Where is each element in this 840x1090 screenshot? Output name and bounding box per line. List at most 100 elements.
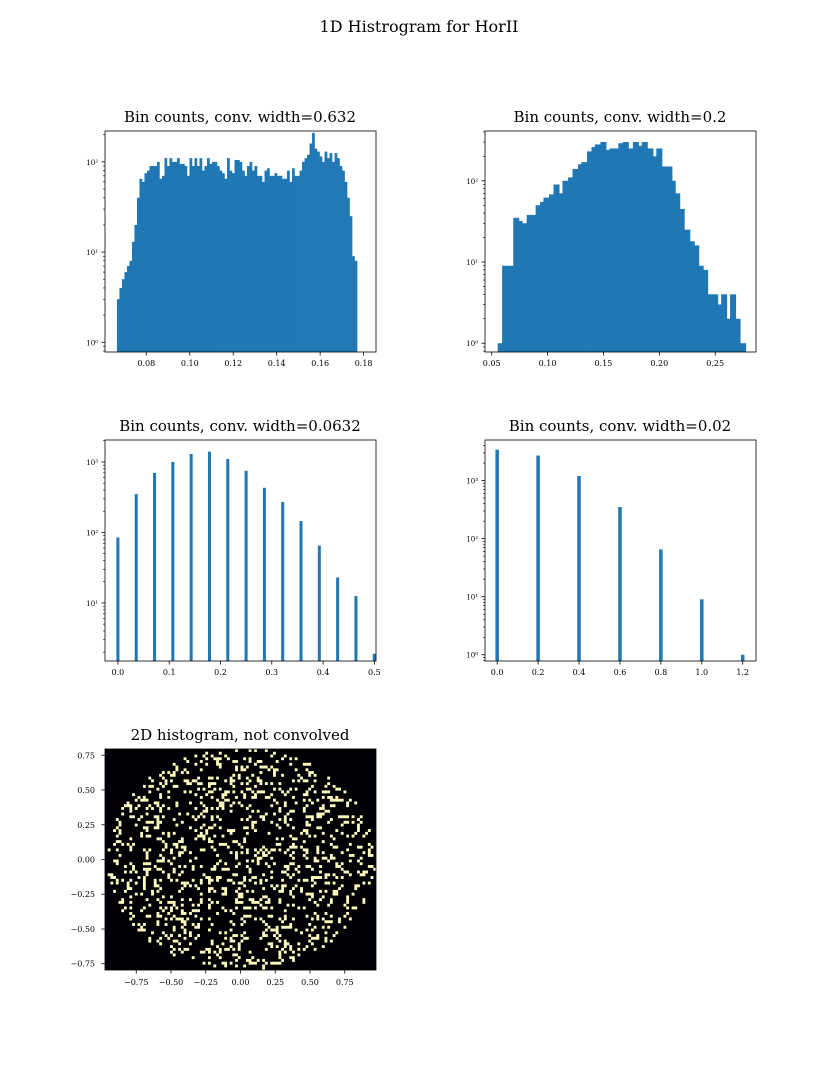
heatmap-cell <box>281 887 285 891</box>
heatmap-cell <box>170 848 173 852</box>
heatmap-cell <box>305 820 309 824</box>
heatmap-cell <box>310 801 314 805</box>
heatmap-cell <box>240 782 244 786</box>
heatmap-cell <box>329 898 333 902</box>
heatmap-cell <box>357 829 360 833</box>
heatmap-cell <box>145 856 149 860</box>
histogram-bar <box>674 193 681 352</box>
histogram-bar <box>700 599 704 661</box>
histogram-bar <box>174 161 178 352</box>
heatmap-cell <box>161 804 165 808</box>
heatmap-cell <box>186 812 190 816</box>
heatmap-cell <box>327 776 331 780</box>
heatmap-cell <box>316 826 320 830</box>
heatmap-cell <box>273 768 276 772</box>
heatmap-cell <box>256 790 260 794</box>
heatmap-cell <box>183 757 187 761</box>
heatmap-cell <box>226 947 230 951</box>
y-tick-label: −0.50 <box>70 925 95 934</box>
histogram-bar <box>578 164 585 352</box>
heatmap-cell <box>229 878 233 882</box>
heatmap-cell <box>218 765 222 769</box>
x-tick-label: 0.4 <box>573 668 586 677</box>
heatmap-cell <box>199 878 203 882</box>
histogram-bar <box>257 175 260 352</box>
heatmap-cell <box>262 931 266 935</box>
heatmap-cell <box>159 936 163 940</box>
heatmap-cell <box>270 820 274 824</box>
heatmap-cell <box>313 773 317 777</box>
panel-3-axes-frame <box>104 439 377 662</box>
histogram-bar <box>618 143 625 352</box>
heatmap-cell <box>327 820 331 824</box>
histogram-bar <box>121 279 125 352</box>
heatmap-cell <box>142 884 146 888</box>
heatmap-cell <box>183 848 187 852</box>
histogram-bar <box>562 180 569 352</box>
heatmap-cell <box>324 784 328 788</box>
heatmap-cell <box>291 845 295 849</box>
heatmap-cell <box>159 809 163 813</box>
heatmap-cell <box>297 942 301 946</box>
histogram-panel-1: Bin counts, conv. width=0.632 0.08 0.10 0.… <box>86 108 377 368</box>
heatmap-cell <box>273 773 276 777</box>
heatmap-cell <box>167 790 171 794</box>
heatmap-cell <box>329 856 333 860</box>
heatmap-cell <box>254 762 257 766</box>
x-tick-label: 1.2 <box>736 668 749 677</box>
heatmap-cell <box>178 840 182 844</box>
heatmap-cell <box>232 840 236 844</box>
histogram-bar <box>327 158 330 352</box>
histogram-bar <box>594 144 601 352</box>
heatmap-cell <box>118 840 122 844</box>
heatmap-cell <box>335 865 339 868</box>
histogram-bar <box>716 304 723 352</box>
heatmap-cell <box>291 895 295 899</box>
heatmap-cell <box>262 853 266 857</box>
heatmap-cell <box>129 862 133 866</box>
heatmap-cell <box>308 798 312 802</box>
heatmap-cell <box>270 765 274 769</box>
heatmap-cell <box>159 942 163 946</box>
heatmap-cell <box>329 834 333 838</box>
heatmap-cell <box>319 865 322 868</box>
heatmap-cell <box>310 895 314 899</box>
heatmap-cell <box>167 771 171 775</box>
heatmap-cell <box>218 787 222 791</box>
heatmap-cell <box>129 815 133 819</box>
histogram-bar <box>334 153 338 352</box>
heatmap-cell <box>316 798 320 802</box>
histogram-bar <box>247 166 250 352</box>
heatmap-cell <box>207 878 211 882</box>
heatmap-cell <box>115 818 119 821</box>
heatmap-cell <box>283 851 287 855</box>
heatmap-cell <box>132 865 135 868</box>
heatmap-cell <box>207 826 211 830</box>
heatmap-cell <box>199 768 203 772</box>
y-tick-label: 0.25 <box>77 821 95 830</box>
heatmap-cell <box>207 881 211 885</box>
heatmap-cell <box>205 829 209 833</box>
histogram-bar <box>272 175 275 352</box>
heatmap-cell <box>129 917 133 921</box>
panel-4-title: Bin counts, conv. width=0.02 <box>509 417 731 435</box>
histogram-bar <box>201 170 205 352</box>
heatmap-cell <box>351 815 355 819</box>
heatmap-cell <box>300 845 303 849</box>
heatmap-cell <box>197 776 200 780</box>
heatmap-cell <box>302 793 306 797</box>
heatmap-cell <box>302 947 306 951</box>
heatmap-cell <box>210 887 214 891</box>
heatmap-cell <box>243 906 247 910</box>
heatmap-cell <box>313 779 317 783</box>
heatmap-cell <box>254 749 257 752</box>
heatmap-cell <box>305 779 309 783</box>
histogram-bar <box>656 148 663 352</box>
heatmap-cell <box>137 795 141 799</box>
heatmap-cell <box>237 776 241 780</box>
heatmap-cell <box>329 804 333 808</box>
heatmap-cell <box>224 947 228 951</box>
heatmap-cell <box>207 837 211 841</box>
heatmap-cell <box>218 842 222 846</box>
heatmap-cell <box>207 956 211 960</box>
